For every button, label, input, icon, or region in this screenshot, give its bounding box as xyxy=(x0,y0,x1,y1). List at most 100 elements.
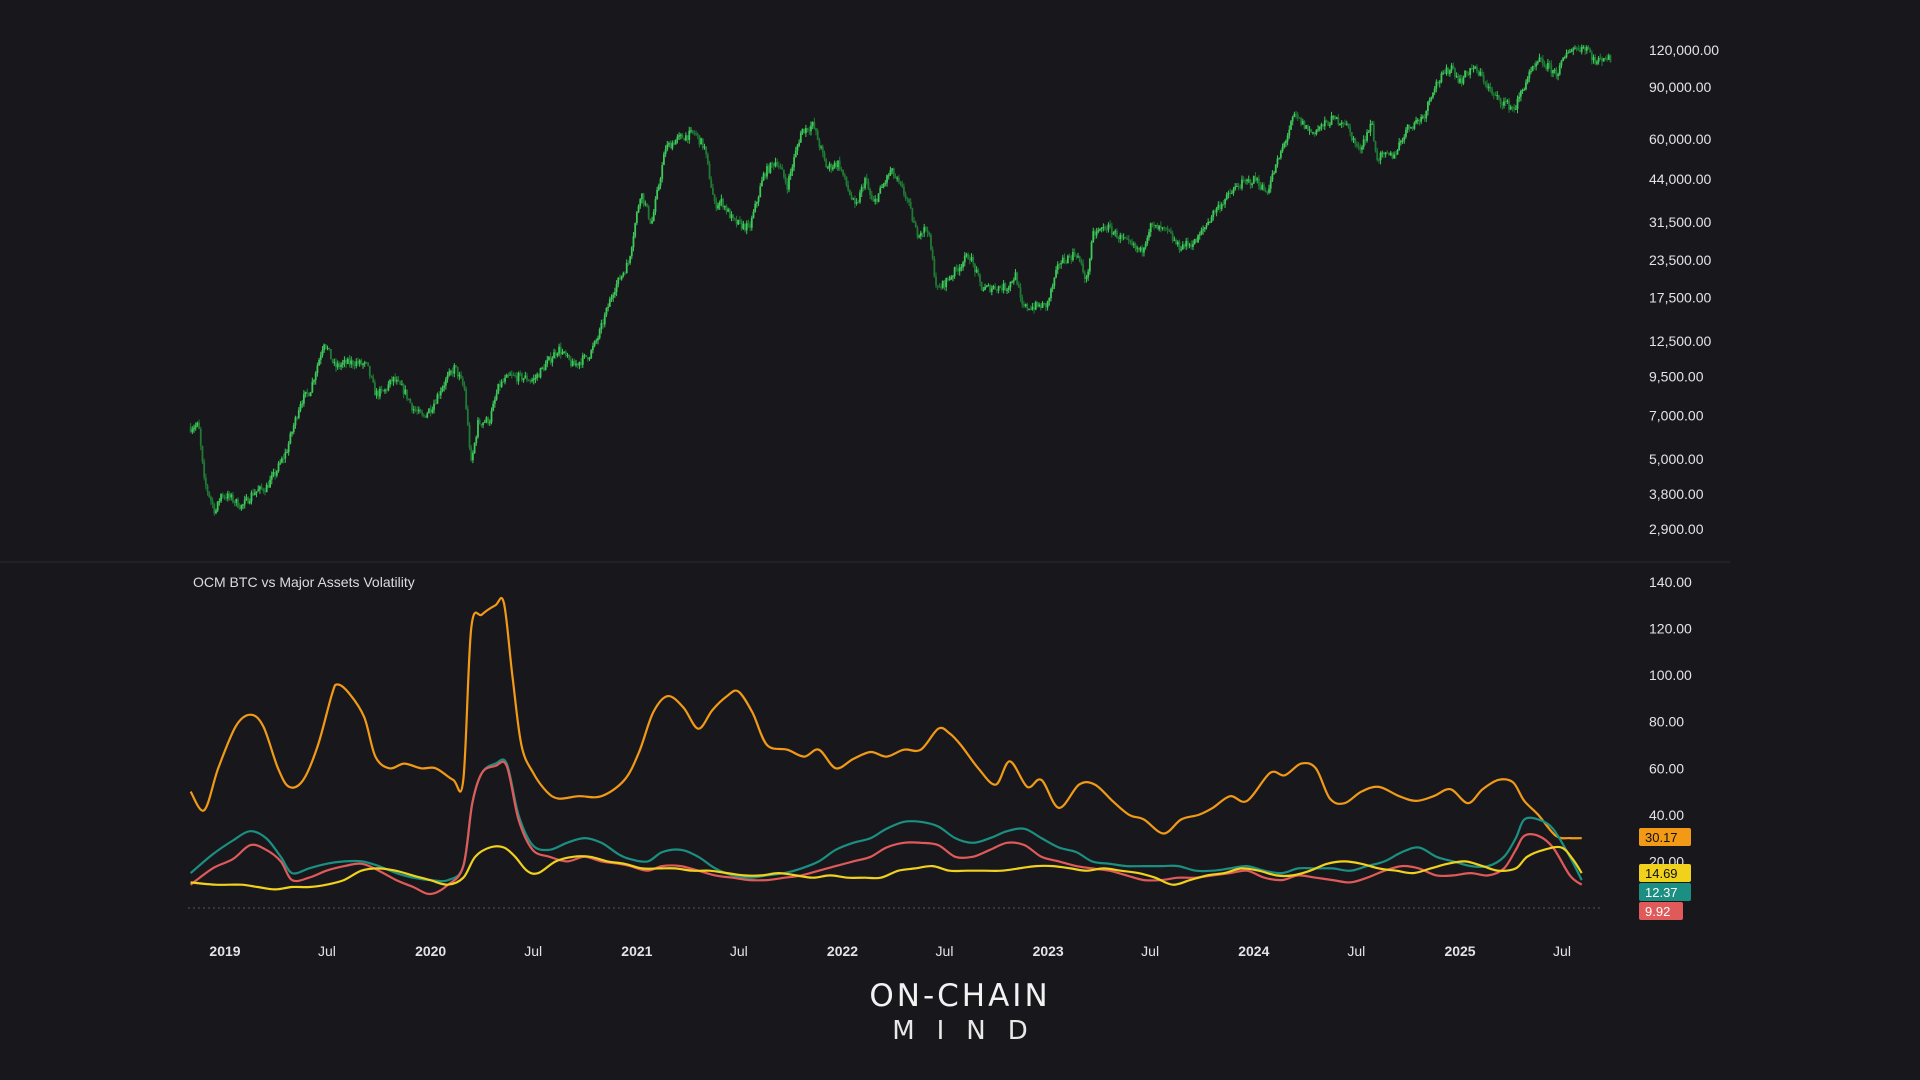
price-candle-body xyxy=(815,128,817,131)
price-candle-body xyxy=(1056,264,1059,270)
price-candle-body xyxy=(1283,143,1286,148)
price-candle-body xyxy=(539,368,542,378)
price-candle-body xyxy=(612,294,615,298)
price-candle-body xyxy=(502,381,505,383)
price-candle-body xyxy=(930,234,932,250)
price-candle-body xyxy=(255,491,258,494)
price-candle-body xyxy=(1518,96,1521,99)
price-candle-body xyxy=(825,159,828,168)
price-candle-body xyxy=(231,494,234,503)
price-candle-body xyxy=(1531,66,1534,71)
price-candle-body xyxy=(722,198,724,208)
price-candle-body xyxy=(1367,131,1370,133)
price-candle-body xyxy=(923,227,926,233)
price-candle-body xyxy=(970,257,973,261)
price-candle-body xyxy=(275,471,278,476)
price-candle-body xyxy=(1036,302,1039,307)
price-candle-body xyxy=(654,199,657,212)
price-candle-body xyxy=(881,186,883,188)
vol-series-yellow xyxy=(190,845,1583,891)
price-candle-body xyxy=(475,436,478,444)
vol-series-teal xyxy=(189,758,1583,883)
price-candle-body xyxy=(1438,81,1441,84)
price-candle-body xyxy=(1533,66,1536,68)
price-candle-body xyxy=(1318,126,1321,130)
price-candle-body xyxy=(804,128,807,134)
price-candle-body xyxy=(208,491,211,497)
price-candle-body xyxy=(867,181,870,190)
price-candle-body xyxy=(198,422,200,429)
price-candle-body xyxy=(519,372,522,374)
price-candle-body xyxy=(252,492,255,495)
price-candle-body xyxy=(936,285,939,287)
price-candle-body xyxy=(958,267,961,272)
price-candle-body xyxy=(218,501,221,503)
price-candle-body xyxy=(282,458,285,460)
price-candle-body xyxy=(277,463,280,472)
price-y-tick: 3,800.00 xyxy=(1649,486,1704,502)
price-candle-body xyxy=(1251,183,1254,185)
price-candle-body xyxy=(228,493,231,498)
price-candle-body xyxy=(1001,287,1003,291)
price-candle-body xyxy=(1045,303,1047,308)
x-axis-tick: Jul xyxy=(936,943,954,959)
price-candle-body xyxy=(617,277,620,284)
price-candle-body xyxy=(859,192,861,203)
price-candle-body xyxy=(402,384,405,394)
price-candle-body xyxy=(590,350,593,358)
price-candle-body xyxy=(1497,95,1500,99)
price-candle-body xyxy=(1479,71,1482,76)
price-candle-body xyxy=(493,399,496,404)
price-candle-body xyxy=(1325,120,1328,123)
price-candle-body xyxy=(500,381,503,387)
price-candle-body xyxy=(1425,111,1428,119)
price-candle-body xyxy=(1175,239,1177,245)
price-candle-body xyxy=(1295,113,1297,115)
price-candle-body xyxy=(348,358,351,365)
price-candle-body xyxy=(897,177,900,182)
price-candle-body xyxy=(1342,122,1345,124)
price-candle-body xyxy=(1372,123,1375,142)
price-candle-body xyxy=(422,414,425,416)
price-candle-body xyxy=(1171,233,1174,241)
price-candle-body xyxy=(674,139,677,145)
price-candle-body xyxy=(1166,227,1169,230)
price-candle-body xyxy=(1017,284,1020,288)
price-candle-body xyxy=(1521,89,1524,92)
price-candle-body xyxy=(1065,262,1068,264)
price-candle-body xyxy=(1347,123,1350,128)
price-candle-body xyxy=(1090,242,1093,259)
price-candle-body xyxy=(1117,238,1120,240)
price-candle-body xyxy=(967,254,970,260)
price-candle-body xyxy=(362,363,364,365)
price-candle-body xyxy=(786,182,789,190)
price-candle-body xyxy=(350,360,353,365)
price-candle-body xyxy=(517,372,520,382)
price-candle-body xyxy=(965,254,968,256)
price-candle-body xyxy=(541,367,544,369)
price-candle-body xyxy=(1141,247,1144,253)
price-candle-body xyxy=(372,377,375,383)
price-candle-body xyxy=(1408,124,1411,129)
price-candle-body xyxy=(1002,283,1005,291)
price-candle-body xyxy=(943,280,946,288)
price-candle-body xyxy=(379,388,381,397)
price-candle-body xyxy=(1222,204,1225,206)
price-candle-body xyxy=(733,218,736,220)
price-candle-body xyxy=(752,211,755,218)
price-candle-body xyxy=(605,308,608,315)
price-candle-body xyxy=(336,363,339,368)
price-candle-body xyxy=(892,168,895,177)
price-candle-body xyxy=(196,422,199,426)
price-candle-body xyxy=(1377,160,1380,162)
price-candle-body xyxy=(950,276,953,280)
price-candle-body xyxy=(1334,115,1336,120)
price-candle-body xyxy=(499,383,501,387)
price-candle-body xyxy=(1268,188,1270,193)
price-candle-body xyxy=(294,417,297,426)
price-candle-body xyxy=(390,379,393,382)
price-candle-body xyxy=(1225,194,1228,200)
price-candle-body xyxy=(1416,119,1419,121)
price-candle-body xyxy=(1203,227,1206,230)
price-candle-body xyxy=(1582,47,1585,49)
